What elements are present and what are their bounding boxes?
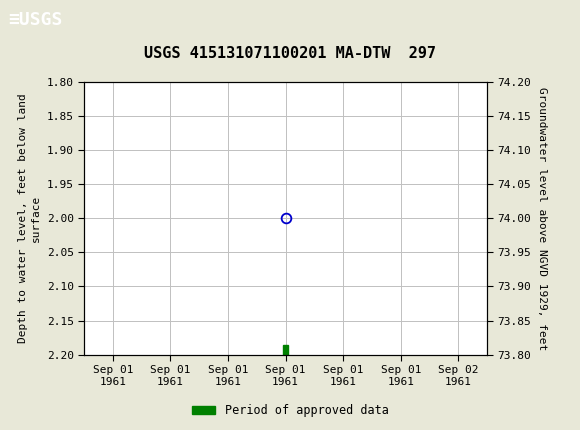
Legend: Period of approved data: Period of approved data: [187, 399, 393, 422]
Bar: [284, 344, 288, 357]
Y-axis label: Groundwater level above NGVD 1929, feet: Groundwater level above NGVD 1929, feet: [537, 86, 547, 350]
Text: USGS 415131071100201 MA-DTW  297: USGS 415131071100201 MA-DTW 297: [144, 46, 436, 61]
Y-axis label: Depth to water level, feet below land
surface: Depth to water level, feet below land su…: [18, 93, 41, 343]
Text: ≡USGS: ≡USGS: [9, 11, 63, 29]
